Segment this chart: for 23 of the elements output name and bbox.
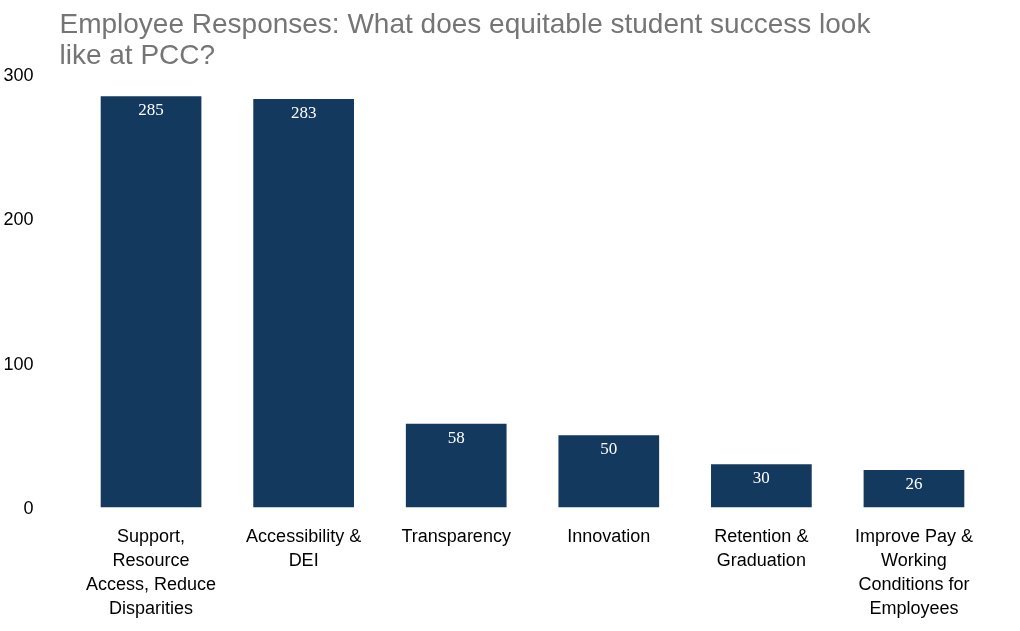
bar (558, 435, 660, 508)
data-label: 50 (600, 439, 618, 459)
bar (405, 423, 507, 508)
data-label: 58 (447, 427, 465, 447)
y-tick-label: 200 (3, 209, 34, 230)
x-tick-label: Innovation (567, 525, 651, 546)
x-tick-label: Transparency (401, 525, 511, 546)
y-tick-label: 100 (3, 353, 34, 374)
x-tick-label: Retention & Graduation (714, 525, 809, 570)
y-tick-label: 300 (3, 65, 34, 85)
data-label: 30 (752, 468, 770, 488)
bar (100, 96, 202, 508)
x-tick-label: Accessibility & DEI (246, 525, 362, 570)
data-label: 283 (290, 103, 317, 123)
data-label: 285 (138, 100, 164, 120)
x-tick-label: Support, Resource Access, Reduce Disparities (86, 525, 217, 618)
chart-title: Employee Responses: What does equitable student success look like at PCC? (59, 7, 872, 70)
data-label: 26 (905, 473, 923, 493)
bar (863, 469, 965, 508)
x-tick-label: Improve Pay & Working Conditions for Employees (854, 525, 973, 618)
bar (253, 99, 354, 508)
y-tick-label: 0 (23, 498, 34, 518)
bar (711, 464, 812, 508)
